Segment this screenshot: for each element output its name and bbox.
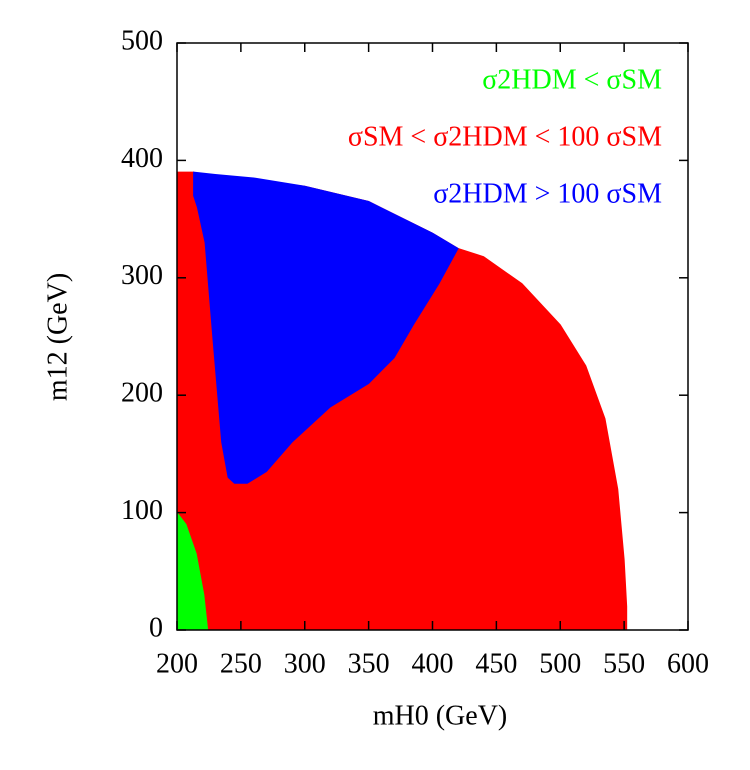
y-tick-label: 300 bbox=[121, 260, 163, 291]
x-tick-label: 250 bbox=[220, 648, 262, 679]
y-axis-label: m12 (GeV) bbox=[42, 273, 73, 401]
x-tick-label: 350 bbox=[348, 648, 390, 679]
x-tick-label: 400 bbox=[412, 648, 454, 679]
x-tick-label: 500 bbox=[539, 648, 581, 679]
y-tick-label: 500 bbox=[121, 25, 163, 56]
x-tick-label: 550 bbox=[603, 648, 645, 679]
y-tick-label: 400 bbox=[121, 143, 163, 174]
legend-entry: σ2HDM < σSM bbox=[482, 64, 662, 95]
x-axis-label: mH0 (GeV) bbox=[373, 700, 508, 731]
legend-entry: σ2HDM > 100 σSM bbox=[433, 178, 662, 209]
x-tick-label: 300 bbox=[284, 648, 326, 679]
legend-entry: σSM < σ2HDM < 100 σSM bbox=[348, 121, 662, 152]
region bbox=[193, 171, 459, 484]
y-tick-label: 0 bbox=[149, 612, 163, 643]
y-tick-label: 100 bbox=[121, 495, 163, 526]
x-tick-label: 450 bbox=[475, 648, 517, 679]
x-tick-label: 600 bbox=[667, 648, 709, 679]
x-tick-label: 200 bbox=[156, 648, 198, 679]
y-tick-label: 200 bbox=[121, 378, 163, 409]
